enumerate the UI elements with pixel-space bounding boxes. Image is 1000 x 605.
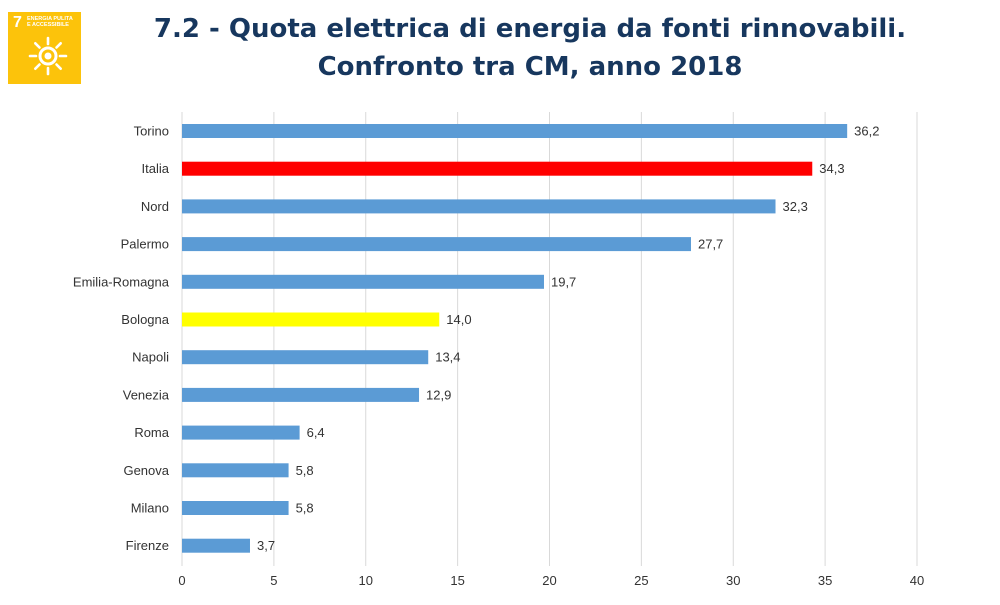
category-label: Roma [134,425,169,440]
sun-icon [28,36,68,76]
x-tick-label: 10 [359,573,373,588]
bar [182,538,250,553]
value-label: 14,0 [446,312,471,327]
bar [182,237,691,252]
value-labels: 36,2 34,3 32,3 27,7 19,7 14,0 13,4 12,9 6,4 5,8 5,… [257,124,880,554]
category-label: Venezia [123,387,170,402]
value-label: 5,8 [296,463,314,478]
x-tick-label: 5 [270,573,277,588]
x-tick-label: 0 [178,573,185,588]
bar [182,161,813,176]
bar [182,387,420,402]
category-label: Firenze [126,538,169,553]
x-tick-label: 25 [634,573,648,588]
x-axis-ticks: 0 5 10 15 20 25 30 35 40 [178,573,924,588]
category-label: Emilia-Romagna [73,274,170,289]
bar [182,312,440,327]
sdg-number: 7 [13,14,22,31]
value-label: 13,4 [435,350,460,365]
x-tick-label: 20 [542,573,556,588]
bar [182,501,289,515]
bar [182,350,429,365]
category-label: Bologna [121,312,169,327]
category-label: Italia [142,161,170,176]
value-label: 12,9 [426,387,451,402]
chart-title-line1: 7.2 - Quota elettrica di energia da font… [153,14,907,44]
sdg-badge: 7 ENERGIA PULITA E ACCESSIBILE [8,12,81,84]
category-label: Palermo [121,237,169,252]
value-label: 5,8 [296,501,314,516]
chart-bars [182,124,848,553]
x-tick-label: 30 [726,573,740,588]
x-tick-label: 35 [818,573,832,588]
category-label: Nord [141,199,169,214]
chart-title: 7.2 - Quota elettrica di energia da font… [100,10,960,86]
category-labels: Torino Italia Nord Palermo Emilia-Romagna Bol… [73,124,170,554]
category-label: Genova [123,463,169,478]
bar [182,463,289,478]
value-label: 6,4 [307,425,325,440]
value-label: 34,3 [819,161,844,176]
value-label: 19,7 [551,274,576,289]
x-tick-label: 15 [450,573,464,588]
category-label: Napoli [132,350,169,365]
bar [182,199,776,214]
value-label: 3,7 [257,538,275,553]
value-label: 32,3 [783,199,808,214]
sdg-text: ENERGIA PULITA E ACCESSIBILE [27,16,73,28]
bar [182,274,544,289]
chart-grid [181,112,918,566]
category-label: Milano [131,501,169,516]
value-label: 36,2 [854,124,879,139]
bar [182,124,848,138]
bar [182,425,300,440]
category-label: Torino [134,124,169,139]
chart-title-line2: Confronto tra CM, anno 2018 [317,52,743,82]
value-label: 27,7 [698,237,723,252]
x-tick-label: 40 [910,573,924,588]
